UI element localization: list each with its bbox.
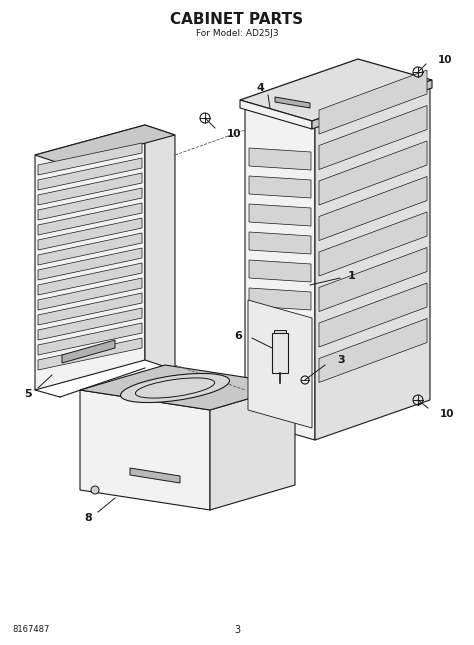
Polygon shape [38, 308, 142, 340]
Text: 8: 8 [84, 513, 92, 523]
Polygon shape [249, 204, 311, 226]
Polygon shape [130, 468, 180, 483]
Polygon shape [319, 70, 427, 134]
Polygon shape [38, 188, 142, 220]
Polygon shape [245, 105, 315, 440]
Polygon shape [319, 212, 427, 276]
Polygon shape [319, 141, 427, 205]
Polygon shape [249, 316, 311, 338]
Polygon shape [240, 100, 312, 129]
Polygon shape [62, 340, 115, 363]
Polygon shape [80, 390, 210, 510]
Text: 10: 10 [227, 129, 241, 139]
Text: For Model: AD25J3: For Model: AD25J3 [196, 30, 278, 39]
Polygon shape [38, 158, 142, 190]
Polygon shape [145, 125, 175, 370]
Polygon shape [38, 173, 142, 205]
Polygon shape [312, 80, 432, 129]
Polygon shape [38, 143, 142, 175]
Text: 3: 3 [234, 625, 240, 635]
Text: 10: 10 [440, 409, 455, 419]
Polygon shape [272, 333, 288, 373]
Polygon shape [275, 97, 310, 108]
Polygon shape [249, 176, 311, 198]
Polygon shape [245, 65, 430, 125]
Polygon shape [38, 278, 142, 310]
Polygon shape [249, 232, 311, 254]
Polygon shape [38, 338, 142, 370]
Polygon shape [248, 300, 312, 428]
Ellipse shape [120, 373, 229, 402]
Polygon shape [249, 288, 311, 310]
Circle shape [91, 486, 99, 494]
Polygon shape [249, 372, 311, 394]
Polygon shape [274, 330, 286, 333]
Polygon shape [38, 203, 142, 235]
Polygon shape [319, 283, 427, 347]
Polygon shape [210, 385, 295, 510]
Text: 5: 5 [24, 389, 32, 399]
Text: 8167487: 8167487 [12, 626, 49, 635]
Polygon shape [315, 85, 430, 440]
Polygon shape [319, 248, 427, 312]
Polygon shape [38, 263, 142, 295]
Polygon shape [319, 106, 427, 170]
Text: CABINET PARTS: CABINET PARTS [171, 12, 303, 28]
Polygon shape [38, 293, 142, 325]
Text: 3: 3 [337, 355, 345, 365]
Polygon shape [35, 125, 145, 390]
Polygon shape [80, 365, 295, 410]
Text: 4: 4 [256, 83, 264, 93]
Polygon shape [319, 177, 427, 241]
Polygon shape [38, 248, 142, 280]
Polygon shape [38, 233, 142, 265]
Text: 10: 10 [438, 55, 453, 65]
Polygon shape [38, 218, 142, 250]
Polygon shape [249, 260, 311, 282]
Text: 6: 6 [234, 331, 242, 341]
Polygon shape [240, 59, 432, 121]
Text: 1: 1 [348, 271, 356, 281]
Polygon shape [249, 344, 311, 366]
Polygon shape [249, 148, 311, 170]
Polygon shape [35, 125, 175, 165]
Polygon shape [38, 323, 142, 355]
Polygon shape [319, 319, 427, 382]
